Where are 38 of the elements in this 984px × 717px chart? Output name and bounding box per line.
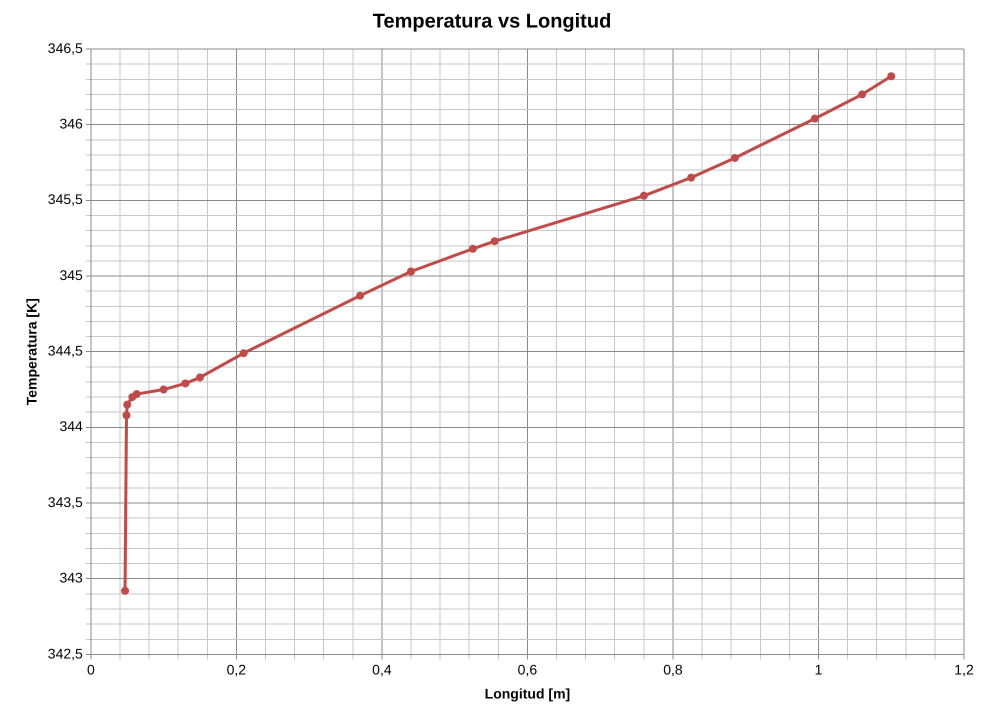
point [640,192,648,200]
y-tick-label: 343 [59,570,84,586]
point [687,174,696,182]
point [730,154,739,162]
point [160,386,168,394]
point [406,267,415,276]
y-tick-label: 345 [59,266,84,283]
x-tick-label: 0,4 [372,662,392,678]
x-tick-label: 0,6 [518,662,538,678]
point [123,400,132,409]
x-tick-label: 1 [814,662,823,678]
x-tick-label: 0,2 [226,662,246,678]
y-tick-label: 345,5 [48,191,84,208]
point [490,237,499,246]
point [196,373,204,382]
point [887,72,896,80]
point [122,411,130,420]
x-axis-title: Longitud [m] [484,685,570,702]
point [468,244,477,253]
y-tick-label: 346 [59,116,84,132]
point [810,114,819,123]
x-tick-label: 0 [86,662,95,678]
chart-title: Temperatura vs Longitud [372,10,612,33]
y-axis-title: Temperatura [K] [23,298,40,406]
y-tick-label: 342,5 [48,645,84,662]
x-tick-label: 0,8 [663,662,683,678]
y-tick-label: 344,5 [48,342,84,359]
x-tick-label: 1,2 [954,662,974,678]
point [128,393,136,402]
y-tick-label: 346,5 [48,40,84,56]
y-tick-label: 343,5 [48,494,84,510]
point [356,292,364,300]
point [240,349,248,358]
point [181,379,190,388]
point [121,586,130,595]
point [858,90,866,98]
point [132,390,141,398]
y-tick-label: 344 [59,418,84,434]
